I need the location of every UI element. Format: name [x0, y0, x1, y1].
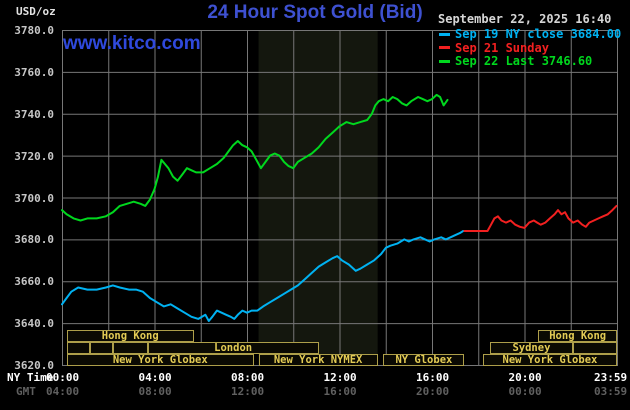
- legend-label: Sep 22 Last 3746.60: [455, 54, 593, 68]
- x-tick-label: 23:59: [594, 371, 628, 384]
- y-tick-label: 3640.0: [14, 317, 54, 331]
- y-tick-label: 3760.0: [14, 65, 54, 79]
- x-tick-label: 12:00: [323, 371, 357, 384]
- session-box-empty: [573, 342, 617, 354]
- x-tick-label: 16:00: [416, 371, 450, 384]
- y-tick-label: 3720.0: [14, 149, 54, 163]
- y-tick-label: 3700.0: [14, 191, 54, 205]
- x-tick-label: 12:00: [231, 385, 265, 398]
- legend-item: Sep 19 NY close 3684.00: [439, 27, 621, 41]
- session-box-new-york-nymex: New York NYMEX: [258, 354, 378, 366]
- y-axis-units-label: USD/oz: [16, 5, 56, 18]
- legend-label: Sep 19 NY close 3684.00: [455, 27, 622, 41]
- legend-dash-icon: [439, 59, 450, 63]
- y-tick-label: 3680.0: [14, 233, 54, 247]
- chart-datetime: September 22, 2025 16:40: [438, 12, 612, 26]
- y-tick-label: 3740.0: [14, 107, 54, 121]
- legend-dash-icon: [439, 46, 450, 49]
- x-axis-row-label-ny-time: NY Time: [7, 371, 54, 384]
- legend-item: Sep 21 Sunday: [439, 41, 549, 55]
- session-box-empty: [89, 342, 113, 354]
- x-tick-label: 08:00: [231, 371, 265, 384]
- kitco-watermark-link[interactable]: www.kitco.com: [63, 33, 201, 54]
- x-tick-label: 00:00: [46, 371, 80, 384]
- legend-item: Sep 22 Last 3746.60: [439, 54, 592, 68]
- session-box-new-york-globex: New York Globex: [482, 354, 617, 366]
- x-tick-label: 08:00: [138, 385, 172, 398]
- session-box-hong-kong: Hong Kong: [538, 330, 617, 342]
- session-box-london: London: [147, 342, 319, 354]
- x-tick-label: 16:00: [323, 385, 357, 398]
- legend-label: Sep 21 Sunday: [455, 40, 549, 55]
- x-tick-label: 04:00: [46, 385, 80, 398]
- y-tick-label: 3780.0: [14, 24, 54, 37]
- x-tick-label: 03:59: [594, 385, 628, 398]
- x-axis-row-label-gmt: GMT: [16, 385, 36, 398]
- series-line-1: [463, 204, 618, 232]
- x-tick-label: 20:00: [416, 385, 450, 398]
- y-tick-label: 3620.0: [14, 359, 54, 372]
- series-line-0: [61, 230, 465, 322]
- session-box-ny-globex: NY Globex: [383, 354, 465, 366]
- session-box-new-york-globex: New York Globex: [66, 354, 254, 366]
- legend-dash-icon: [439, 32, 450, 36]
- x-tick-label: 20:00: [508, 371, 542, 384]
- series-line-2: [61, 93, 449, 222]
- x-tick-label: 04:00: [138, 371, 172, 384]
- session-box-sydney: Sydney: [489, 342, 574, 354]
- session-box-hong-kong: Hong Kong: [66, 330, 194, 342]
- x-tick-label: 00:00: [508, 385, 542, 398]
- chart-title: 24 Hour Spot Gold (Bid): [207, 2, 423, 23]
- session-box-empty: [112, 342, 148, 354]
- session-box-empty: [66, 342, 90, 354]
- y-tick-label: 3660.0: [14, 275, 54, 289]
